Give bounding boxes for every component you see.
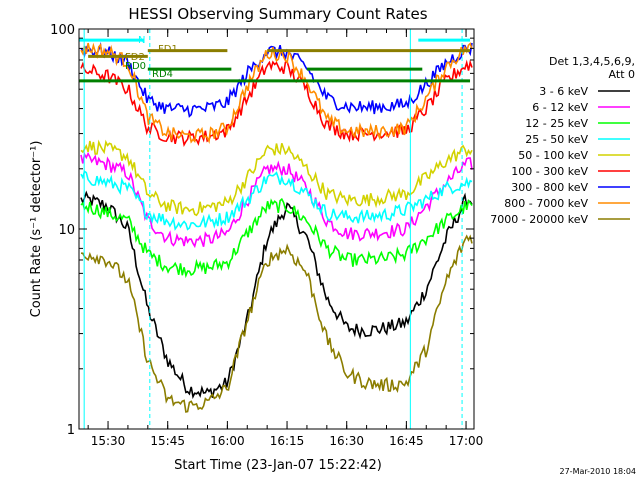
y-axis-label: Count Rate (s⁻¹ detector⁻¹) xyxy=(29,141,44,318)
x-tick-label-6: 17:00 xyxy=(449,434,484,448)
legend-label-6: 300 - 800 keV xyxy=(511,181,588,194)
x-tick-label-1: 15:45 xyxy=(150,434,185,448)
x-tick-label-2: 16:00 xyxy=(210,434,245,448)
legend-label-3: 25 - 50 keV xyxy=(525,133,588,146)
legend-label-5: 100 - 300 keV xyxy=(511,165,588,178)
legend-label-8: 7000 - 20000 keV xyxy=(490,213,588,226)
series-line-3 xyxy=(80,170,473,231)
legend-label-4: 50 - 100 keV xyxy=(518,149,588,162)
legend-label-0: 3 - 6 keV xyxy=(539,85,588,98)
series-line-5 xyxy=(80,59,473,147)
series-line-1 xyxy=(80,151,473,249)
y-tick-label-0: 1 xyxy=(67,423,75,438)
chart-title: HESSI Observing Summary Count Rates xyxy=(128,5,427,23)
legend-label-7: 800 - 7000 keV xyxy=(504,197,588,210)
series-line-6 xyxy=(80,42,473,118)
x-tick-label-0: 15:30 xyxy=(91,434,126,448)
series-line-0 xyxy=(80,190,473,400)
x-tick-label-4: 16:30 xyxy=(329,434,364,448)
y-tick-label-2: 100 xyxy=(50,23,75,38)
flag-label-rd4: RD4 xyxy=(152,69,173,80)
flag-label-fd1: FD1 xyxy=(158,44,178,55)
series-line-2 xyxy=(80,197,473,279)
series-line-4 xyxy=(80,139,473,217)
timestamp: 27-Mar-2010 18:04 xyxy=(560,467,637,476)
flag-label-rd0: RD0 xyxy=(125,61,146,72)
legend: Det 1,3,4,5,6,9, Att 0 3 - 6 keV 6 - 12 k… xyxy=(490,55,635,226)
y-tick-label-1: 10 xyxy=(58,223,75,238)
x-axis-label: Start Time (23-Jan-07 15:22:42) xyxy=(174,458,382,473)
legend-label-2: 12 - 25 keV xyxy=(525,117,588,130)
legend-header-line-2: Att 0 xyxy=(609,68,635,81)
flag-label-n: N xyxy=(138,35,145,46)
legend-label-1: 6 - 12 keV xyxy=(532,101,588,114)
series-line-7 xyxy=(80,42,473,144)
y-axis: 1 10 100 xyxy=(50,23,474,438)
flag-label-fd2: FD2 xyxy=(125,52,145,63)
series-line-8 xyxy=(80,234,473,413)
x-axis: 15:30 15:45 16:00 16:15 16:30 16:45 17:00 xyxy=(87,29,484,448)
legend-header-line-1: Det 1,3,4,5,6,9, xyxy=(549,55,635,68)
x-tick-label-3: 16:15 xyxy=(270,434,305,448)
x-tick-label-5: 16:45 xyxy=(389,434,424,448)
